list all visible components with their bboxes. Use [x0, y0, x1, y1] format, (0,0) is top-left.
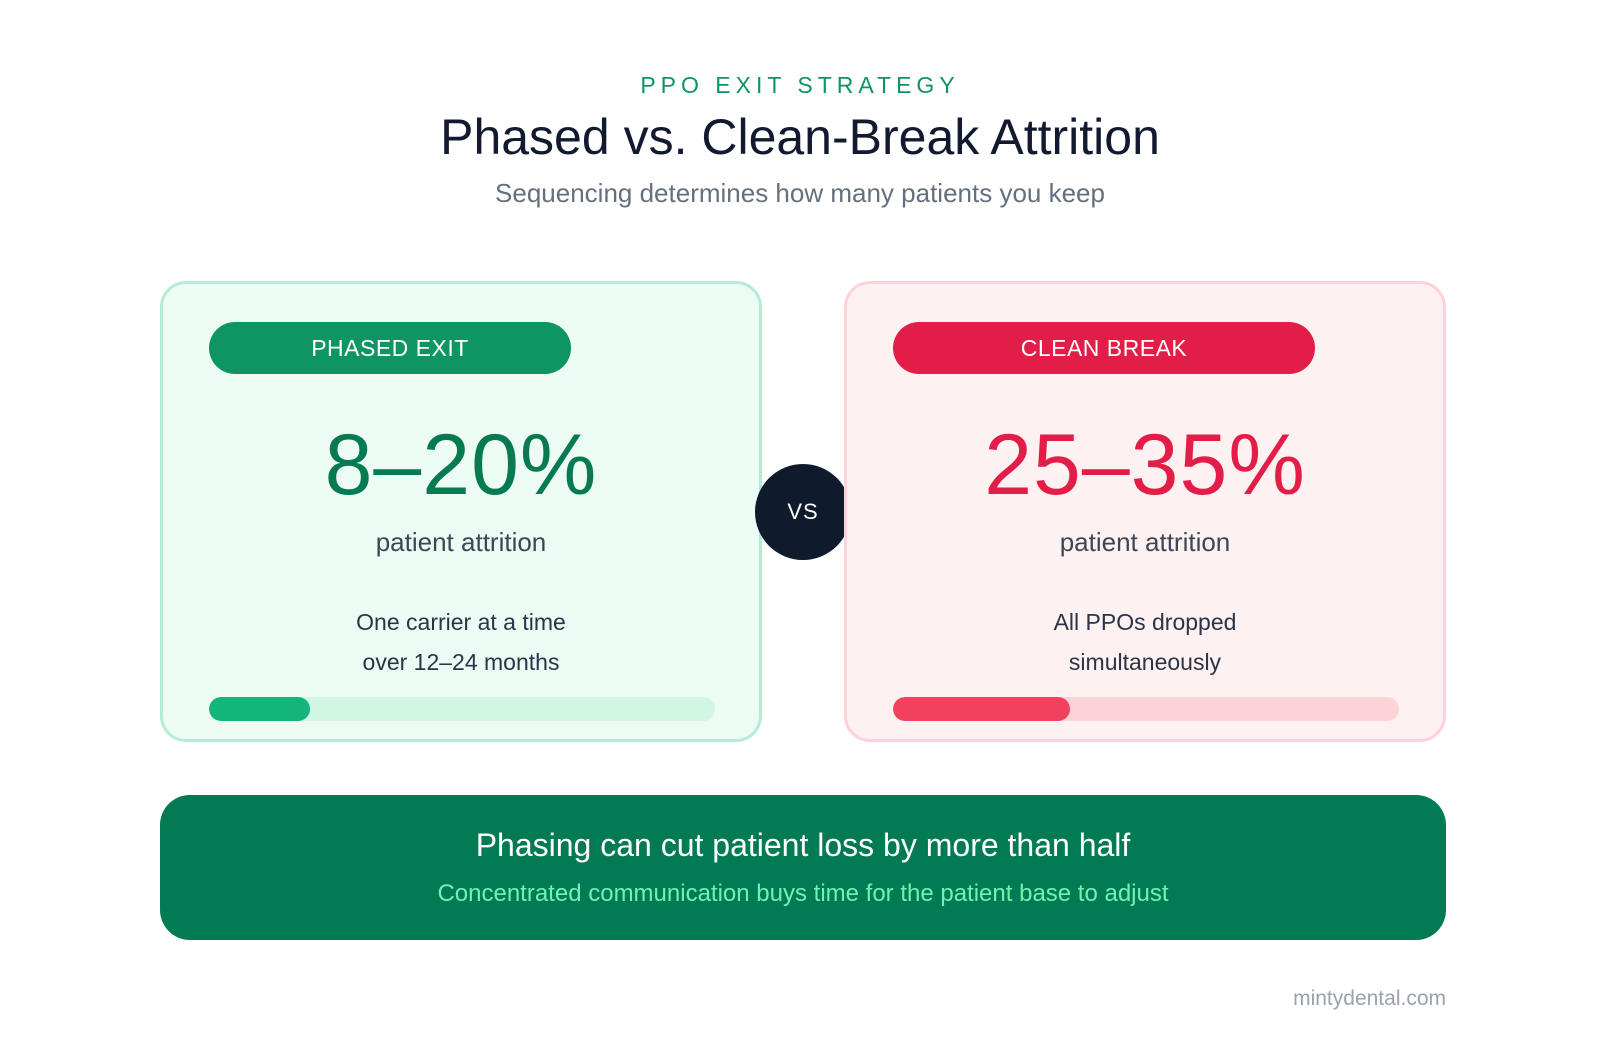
page-subtitle: Sequencing determines how many patients …	[495, 178, 1105, 208]
clean-description-line-1: All PPOs dropped	[1053, 609, 1237, 635]
clean-break-badge: CLEAN BREAK	[893, 322, 1315, 374]
phased-attrition-value: 8–20%	[324, 417, 598, 513]
clean-break-card: CLEAN BREAK 25–35% patient attrition All…	[844, 281, 1446, 742]
phased-progress-fill	[209, 697, 311, 721]
phased-description-line-1: One carrier at a time	[356, 609, 566, 635]
phased-progress-track	[209, 697, 715, 721]
vs-badge: VS	[755, 464, 851, 560]
clean-description: All PPOs dropped simultaneously	[847, 602, 1443, 682]
footer-site-link[interactable]: mintydental.com	[1293, 987, 1446, 1010]
banner-headline: Phasing can cut patient loss by more tha…	[475, 827, 1131, 863]
clean-progress-track	[893, 697, 1399, 721]
clean-attrition-value: 25–35%	[984, 417, 1306, 513]
eyebrow-label: PPO EXIT STRATEGY	[640, 72, 960, 98]
phased-description: One carrier at a time over 12–24 months	[163, 602, 759, 682]
page-title: Phased vs. Clean-Break Attrition	[440, 109, 1160, 165]
clean-progress-fill	[893, 697, 1071, 721]
phased-exit-card: PHASED EXIT 8–20% patient attrition One …	[160, 281, 762, 742]
clean-attrition-label: patient attrition	[1059, 527, 1231, 557]
phased-attrition-label: patient attrition	[375, 527, 547, 557]
banner-subtext: Concentrated communication buys time for…	[437, 880, 1169, 907]
phased-description-line-2: over 12–24 months	[362, 649, 560, 675]
phased-exit-badge: PHASED EXIT	[209, 322, 571, 374]
takeaway-banner: Phasing can cut patient loss by more tha…	[160, 795, 1446, 940]
clean-description-line-2: simultaneously	[1068, 649, 1222, 675]
